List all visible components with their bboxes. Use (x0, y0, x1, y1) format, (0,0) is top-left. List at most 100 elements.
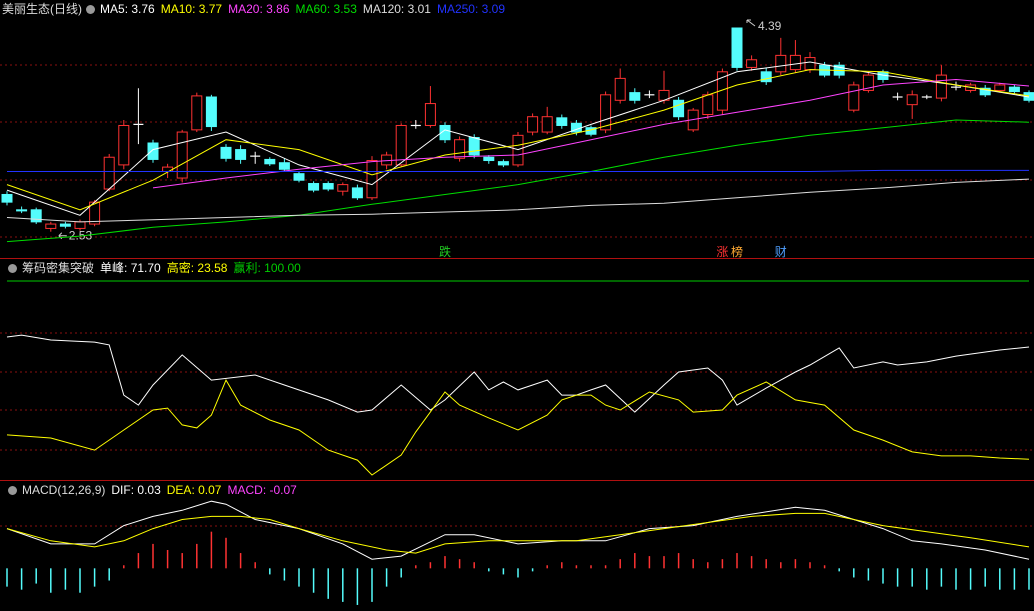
indicator-line (6, 512, 1030, 554)
candle-body (862, 74, 874, 91)
candle-body (1, 193, 13, 203)
legend-value: 3.01 (407, 2, 431, 16)
candle-body (454, 139, 466, 159)
legend-separator: : (262, 483, 270, 497)
candle-body (351, 187, 363, 199)
indicator-line (6, 119, 1030, 243)
indicator-line (6, 378, 1030, 476)
candle-body (746, 59, 758, 68)
panel-title: 筹码密集突破 (22, 261, 95, 275)
legend-value: 3.86 (266, 2, 290, 16)
indicator-line (7, 169, 1029, 172)
panel-icon (8, 263, 17, 273)
candle-body (512, 134, 524, 166)
panel-header: 美丽生态(日线) MA5: 3.76 MA10: 3.77 MA20: 3.86 MA6… (2, 2, 511, 16)
candle-body (731, 27, 743, 68)
legend-separator: : (326, 2, 334, 16)
candle-body (1008, 86, 1020, 93)
legend-value: 100.00 (264, 261, 301, 275)
candle-body (556, 117, 568, 126)
legend-name: MA20 (228, 2, 260, 16)
candle-body (205, 96, 217, 128)
legend-separator: : (474, 2, 482, 16)
signal-label: 涨 (716, 244, 728, 259)
candle-body (191, 95, 203, 131)
candle-body (264, 158, 276, 165)
legend-value: 3.09 (481, 2, 506, 16)
candle-body (600, 94, 612, 131)
legend-separator: : (192, 2, 199, 16)
legend-value: 23.58 (197, 261, 228, 275)
panel-title: MACD(12,26,9) (22, 483, 106, 497)
candle-body (45, 223, 57, 229)
signal-label: 跌 (439, 244, 451, 259)
legend-separator: : (190, 261, 198, 275)
candle-body (118, 124, 130, 166)
legend-name: 赢利 (233, 261, 258, 275)
candle-body (497, 161, 509, 166)
indicator-line (152, 78, 1030, 189)
legend-separator: : (259, 2, 267, 16)
candle-body (673, 99, 685, 118)
candle-body (804, 57, 816, 71)
candle-body (220, 146, 232, 159)
annotation-arrow (746, 19, 756, 27)
candle-body (395, 124, 407, 166)
legend-value: 71.70 (130, 261, 161, 275)
panel-header: MACD(12,26,9) DIF: 0.03 DEA: 0.07 MACD: -0.… (4, 483, 303, 497)
legend-separator: : (124, 2, 132, 16)
candle-body (366, 160, 378, 199)
candle-body (789, 54, 801, 71)
candle-body (103, 156, 115, 190)
candle-body (162, 166, 174, 172)
candle-body (775, 54, 787, 73)
candle-body (30, 209, 42, 223)
indicator-line (6, 334, 1030, 413)
legend-name: DEA (166, 483, 192, 497)
legend-separator: : (130, 483, 138, 497)
candle-body (848, 84, 860, 111)
candle-body (935, 74, 947, 99)
candle-body (16, 209, 28, 212)
panel-title: 美丽生态(日线) (2, 2, 82, 16)
signal-label: 榜 (731, 244, 743, 259)
legend-name: MACD (227, 483, 263, 497)
legend-name: DIF (111, 483, 131, 497)
candle-body (308, 183, 320, 191)
candle-body (424, 103, 436, 126)
candle-body (235, 149, 247, 160)
candle-body (979, 87, 991, 96)
legend-separator: : (191, 483, 199, 497)
candle-body (614, 77, 626, 101)
grid (0, 64, 1034, 527)
candle-body (337, 184, 349, 192)
legend-value: -0.07 (269, 483, 297, 497)
legend-value: 3.53 (333, 2, 357, 16)
indicator-line (6, 69, 1030, 211)
candle-body (716, 71, 728, 111)
legend-name: MA60 (295, 2, 327, 16)
candle-body (994, 84, 1006, 91)
legend-value: 3.76 (131, 2, 155, 16)
panel-header: 筹码密集突破 单峰: 71.70 高密: 23.58 赢利: 100.00 (4, 261, 307, 275)
legend-value: 0.03 (137, 483, 161, 497)
candle-body (381, 154, 393, 166)
candle-body (322, 183, 334, 190)
high-label: 4.39 (758, 19, 782, 33)
legend-name: MA250 (436, 2, 475, 16)
legend-name: MA120 (362, 2, 401, 16)
legend-value: 0.07 (198, 483, 222, 497)
legend-name: MA5 (100, 2, 125, 16)
candle-body (483, 156, 495, 162)
candle-body (59, 223, 71, 227)
panel-icon (8, 485, 17, 495)
legend-name: 高密 (166, 261, 191, 275)
candle-body (629, 92, 641, 101)
candle-body (74, 221, 86, 229)
candle-body (293, 173, 305, 181)
legend-value: 3.77 (198, 2, 223, 16)
legend-separator: : (400, 2, 408, 16)
candle-body (541, 116, 553, 133)
